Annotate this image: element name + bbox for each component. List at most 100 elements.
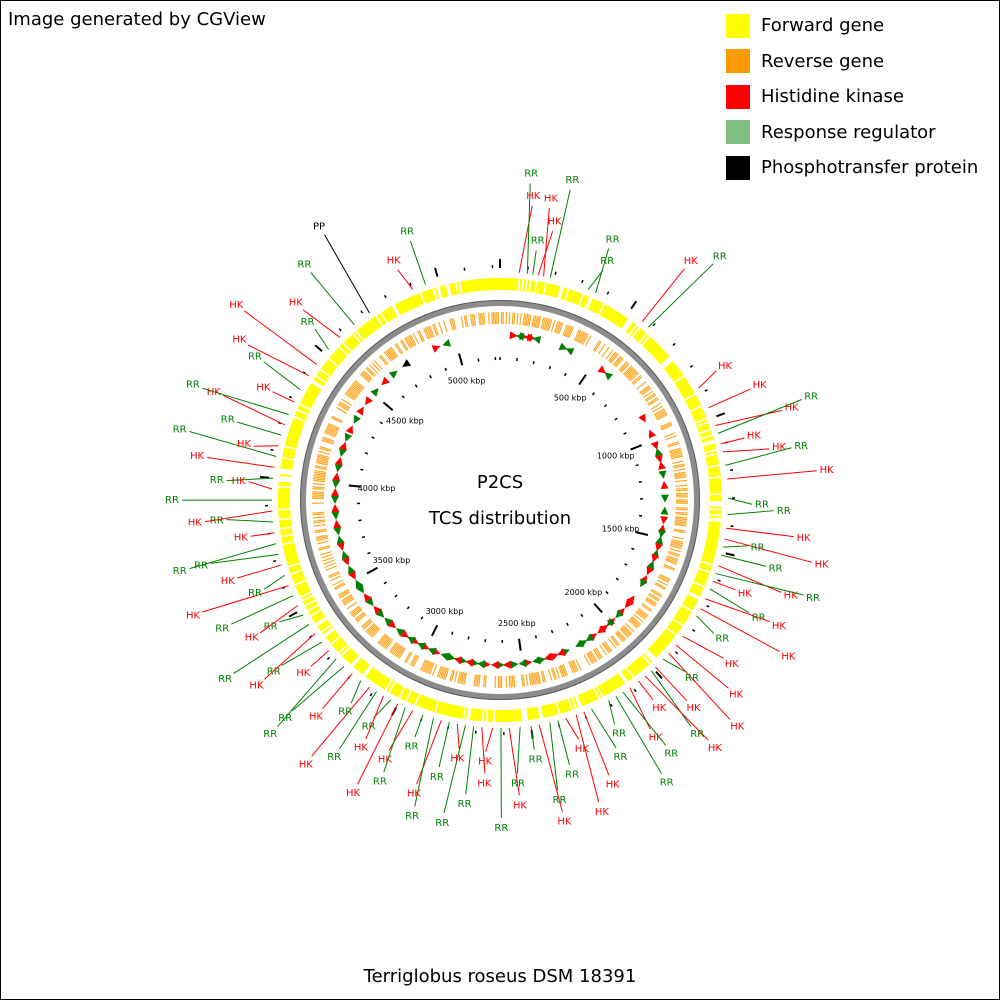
forward-gene xyxy=(680,386,692,395)
ruler-tick xyxy=(580,613,584,618)
forward-gene xyxy=(450,283,456,296)
forward-gene xyxy=(353,657,364,669)
reverse-gene xyxy=(674,520,687,524)
tcs-marker xyxy=(330,496,339,505)
forward-gene xyxy=(683,600,695,609)
ruler-tick xyxy=(631,547,635,551)
forward-gene xyxy=(288,563,301,570)
reverse-gene xyxy=(675,487,688,490)
forward-gene xyxy=(281,460,294,465)
reverse-gene xyxy=(673,528,686,532)
reverse-gene xyxy=(412,655,420,668)
tcs-marker xyxy=(650,441,659,450)
reverse-gene xyxy=(313,471,327,475)
forward-gene xyxy=(592,300,601,313)
forward-gene xyxy=(464,280,469,293)
callout-line xyxy=(648,263,714,328)
forward-gene xyxy=(282,454,295,460)
ruler-tick xyxy=(401,395,405,399)
tcs-marker xyxy=(585,633,595,642)
callout-line xyxy=(575,714,600,803)
reverse-gene xyxy=(558,665,564,678)
forward-gene xyxy=(537,281,542,294)
tcs-marker xyxy=(490,661,499,670)
tcs-tag: HK xyxy=(686,703,701,714)
forward-gene xyxy=(325,629,337,640)
ruler-label: 3000 kbp xyxy=(426,607,464,616)
reverse-gene xyxy=(635,611,646,621)
reverse-gene xyxy=(322,438,334,444)
forward-gene xyxy=(283,448,296,454)
forward-gene xyxy=(367,320,376,332)
forward-gene xyxy=(469,279,474,292)
reverse-gene xyxy=(336,406,348,414)
reverse-gene xyxy=(632,376,643,385)
tcs-tag: HK xyxy=(387,256,402,267)
tcs-tag: RR xyxy=(165,495,179,506)
tcs-marker xyxy=(332,472,341,481)
callout-line xyxy=(615,696,663,775)
forward-gene xyxy=(560,287,566,300)
reverse-gene xyxy=(345,391,357,400)
callout-line xyxy=(549,722,559,791)
callout-line xyxy=(481,727,486,774)
tcs-tag: HK xyxy=(747,431,762,442)
callout-line xyxy=(608,700,616,725)
reverse-gene xyxy=(405,336,413,348)
forward-gene xyxy=(621,670,630,682)
reverse-gene xyxy=(658,575,670,582)
reverse-gene xyxy=(655,411,667,418)
tcs-marker xyxy=(400,629,409,638)
forward-gene xyxy=(703,551,716,557)
reverse-gene xyxy=(672,460,685,464)
forward-gene xyxy=(604,681,612,693)
forward-gene xyxy=(669,368,681,378)
callout-line xyxy=(705,598,770,623)
reverse-gene xyxy=(644,599,656,607)
outer-tick xyxy=(672,342,676,346)
forward-gene xyxy=(691,408,704,416)
callout-line xyxy=(414,717,434,807)
reverse-gene xyxy=(351,383,362,393)
forward-gene xyxy=(709,479,722,483)
callout-line xyxy=(302,309,341,338)
reverse-gene xyxy=(394,343,403,355)
reverse-gene xyxy=(469,314,474,327)
forward-gene xyxy=(642,652,653,664)
forward-gene xyxy=(280,462,294,467)
tcs-marker xyxy=(334,456,343,466)
reverse-gene xyxy=(665,435,677,441)
forward-gene xyxy=(591,299,599,312)
reverse-gene xyxy=(601,642,610,654)
forward-gene xyxy=(293,417,306,425)
forward-gene xyxy=(441,285,447,298)
tcs-tag: RR xyxy=(751,543,765,554)
reverse-gene xyxy=(337,404,349,412)
tcs-marker xyxy=(640,578,648,588)
forward-gene xyxy=(399,300,408,313)
reverse-gene xyxy=(349,605,360,614)
forward-gene xyxy=(632,327,643,339)
forward-gene xyxy=(477,708,481,722)
reverse-gene xyxy=(604,641,613,652)
tcs-marker xyxy=(431,345,441,353)
reverse-gene xyxy=(404,651,412,663)
forward-gene xyxy=(406,297,414,310)
forward-gene xyxy=(533,706,538,720)
outer-tick xyxy=(434,267,439,277)
reverse-gene xyxy=(562,664,568,676)
reverse-gene xyxy=(550,668,556,680)
forward-gene xyxy=(466,280,471,293)
forward-gene xyxy=(692,412,705,419)
reverse-gene xyxy=(405,652,413,664)
reverse-gene xyxy=(368,364,379,374)
tcs-tag: RR xyxy=(405,811,419,822)
tcs-marker xyxy=(651,553,660,563)
reverse-gene xyxy=(342,596,354,605)
tcs-tag: RR xyxy=(529,755,543,766)
ruler-label: 4000 kbp xyxy=(358,484,396,493)
forward-gene xyxy=(489,278,492,291)
reverse-gene xyxy=(417,330,424,343)
tcs-tag: HK xyxy=(649,733,664,744)
forward-gene xyxy=(636,331,647,343)
